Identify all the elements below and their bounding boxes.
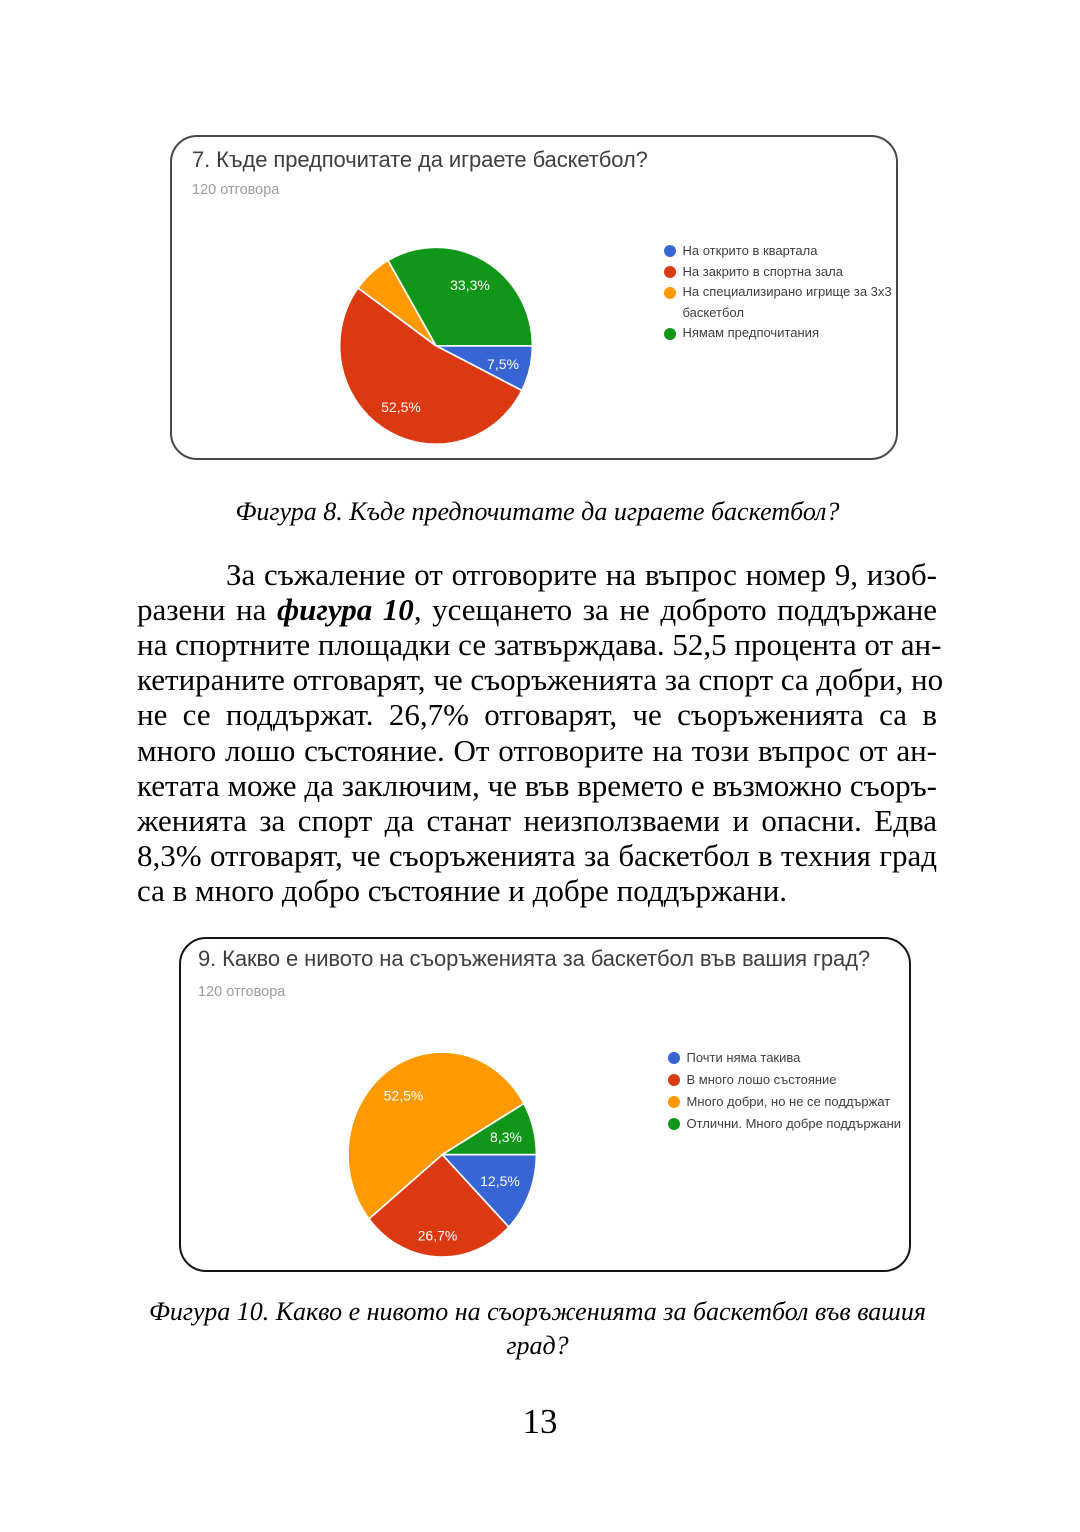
svg-text:52,5%: 52,5% xyxy=(381,399,421,415)
svg-text:12,5%: 12,5% xyxy=(480,1173,520,1189)
svg-text:8,3%: 8,3% xyxy=(490,1129,522,1145)
svg-text:26,7%: 26,7% xyxy=(418,1228,458,1244)
svg-text:52,5%: 52,5% xyxy=(384,1088,424,1104)
svg-text:7,5%: 7,5% xyxy=(487,356,519,372)
svg-text:33,3%: 33,3% xyxy=(450,277,490,293)
